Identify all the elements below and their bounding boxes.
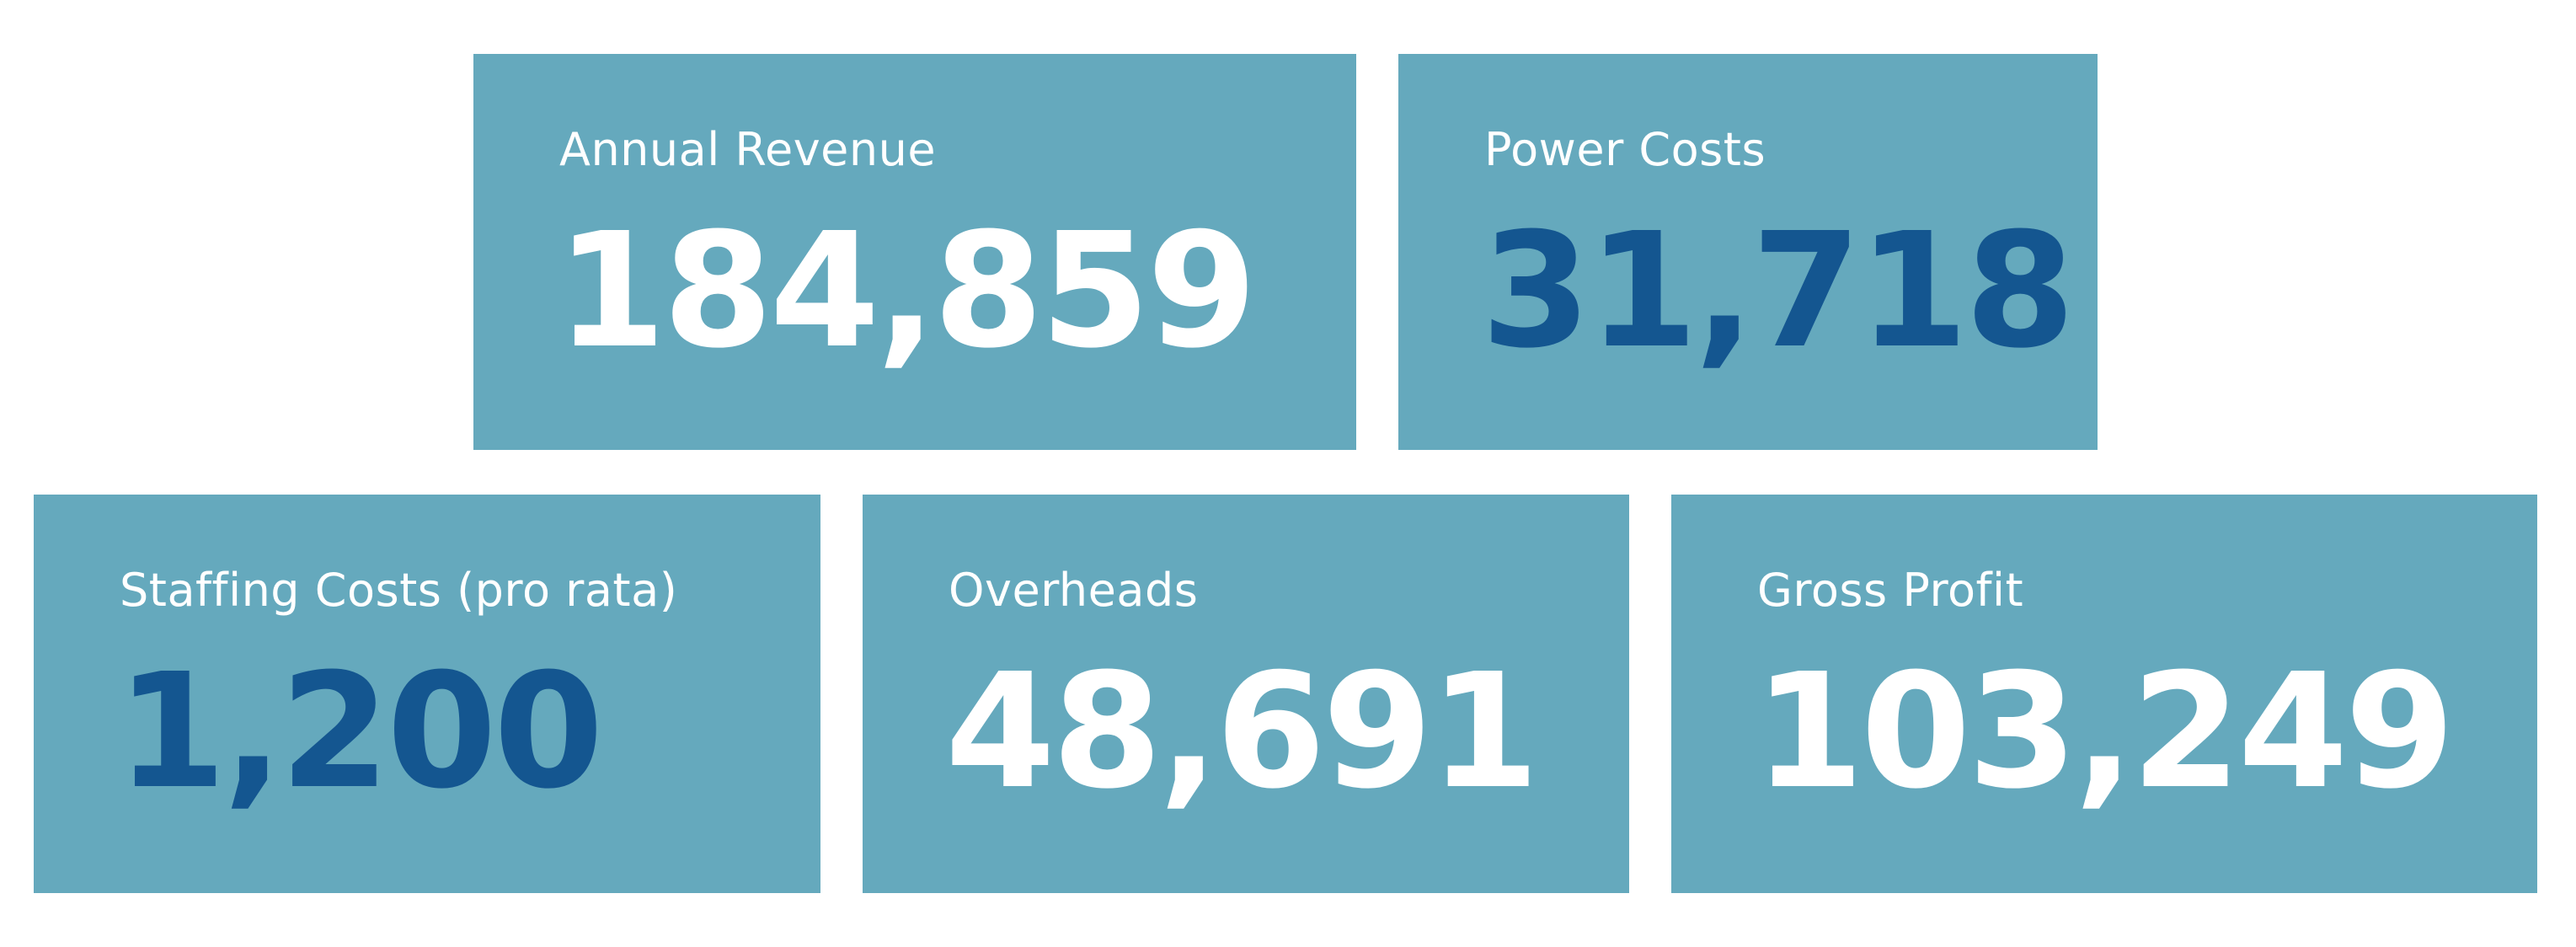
kpi-card-power-costs: Power Costs 31,718 xyxy=(1398,54,2098,450)
kpi-value: 48,691 xyxy=(945,639,1539,824)
kpi-label: Staffing Costs (pro rata) xyxy=(120,564,678,617)
kpi-value: 184,859 xyxy=(556,199,1257,383)
kpi-card-overheads: Overheads 48,691 xyxy=(863,495,1629,893)
kpi-card-gross-profit: Gross Profit 103,249 xyxy=(1671,495,2537,893)
kpi-label: Gross Profit xyxy=(1757,564,2024,617)
kpi-label: Power Costs xyxy=(1484,123,1766,176)
kpi-value: 1,200 xyxy=(116,639,604,824)
kpi-value: 103,249 xyxy=(1754,639,2455,824)
kpi-value: 31,718 xyxy=(1481,199,2075,383)
kpi-label: Overheads xyxy=(949,564,1199,617)
kpi-card-staffing-costs: Staffing Costs (pro rata) 1,200 xyxy=(34,495,820,893)
kpi-label: Annual Revenue xyxy=(559,123,937,176)
kpi-card-annual-revenue: Annual Revenue 184,859 xyxy=(473,54,1356,450)
